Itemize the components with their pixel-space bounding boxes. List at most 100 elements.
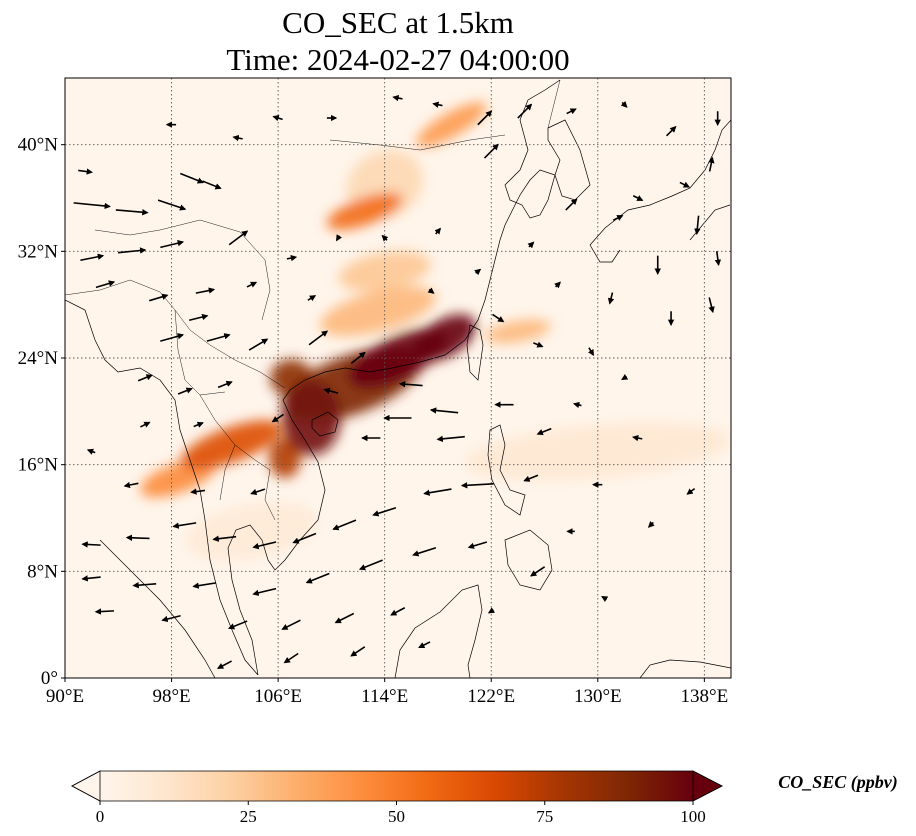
lon-tick-label-0: 90°E [46,686,84,707]
map-frame [64,77,732,679]
wind-arrow-65 [272,115,283,122]
wind-arrow-85 [434,227,442,235]
wind-arrow-9 [160,240,185,249]
wind-arrow-78 [607,292,615,305]
wind-arrow-111 [140,421,151,428]
wind-arrow-112 [193,421,204,428]
wind-arrow-21 [350,351,366,365]
lon-tick-labels: 90°E 98°E 106°E 114°E 122°E 130°E 138°E [46,678,728,707]
wind-arrow-105 [323,387,339,394]
wind-arrow-20 [217,380,233,389]
wind-arrow-99 [647,521,655,528]
wind-arrow-96 [632,434,643,442]
colorbar-over-extend [692,770,723,802]
co-plume-6 [416,102,487,148]
wind-arrow-1 [73,202,111,210]
wind-arrow-25 [436,435,465,443]
colorbar: 0 25 50 75 100 CO_SEC (ppbv) [71,770,898,826]
coastline-borneo [394,584,483,678]
map-panel: 90°E 98°E 106°E 114°E 122°E 130°E 138°E 0° 8°N 1… [18,77,732,707]
wind-arrow-66 [232,134,243,142]
wind-arrow-72 [708,156,715,172]
country-borders [65,79,561,521]
wind-arrow-91 [492,313,505,323]
wind-arrow-11 [149,293,169,302]
wind-arrow-79 [554,281,561,289]
wind-arrow-40 [252,587,277,596]
wind-arrow-31 [292,532,317,544]
wind-arrow-35 [125,534,150,541]
wind-arrow-68 [566,108,577,115]
wind-arrow-36 [81,541,101,548]
wind-arrow-5 [202,180,222,190]
colorbar-tick-label-0: 0 [96,807,105,826]
coastline-hainan [311,411,339,437]
wind-arrow-6 [228,230,249,246]
wind-arrow-54 [350,646,366,657]
lat-tick-label-2: 16°N [18,455,59,476]
wind-arrow-4 [179,172,204,184]
wind-arrow-63 [392,94,403,102]
wind-arrow-32 [252,541,277,550]
concentration-field [140,102,731,561]
lon-tick-label-3: 114°E [361,686,408,707]
wind-arrow-106 [271,413,284,423]
coastline-mainland [65,79,561,676]
lat-tick-label-4: 32°N [18,241,59,262]
lat-tick-label-1: 8°N [27,561,58,582]
wind-arrow-7 [80,253,105,262]
wind-arrow-51 [390,607,406,616]
wind-arrow-87 [336,234,343,242]
wind-arrow-90 [474,268,482,276]
lon-tick-label-2: 106°E [254,686,302,707]
wind-arrow-55 [418,641,431,649]
wind-arrow-52 [216,660,232,669]
wind-arrow-27 [460,482,494,489]
colorbar-label: CO_SEC (ppbv) [778,772,898,793]
title-line-1: CO_SEC at 1.5km [282,5,514,40]
lat-tick-label-0: 0° [41,668,58,689]
wind-arrow-104 [246,281,258,288]
wind-arrow-101 [601,595,609,603]
wind-arrow-48 [227,620,248,630]
wind-arrow-81 [565,198,578,211]
coastline-sumatra [99,539,216,678]
wind-arrow-86 [381,234,389,242]
wind-arrow-57 [536,427,552,436]
title-line-2: Time: 2024-02-27 04:00:00 [226,42,569,77]
coastline-taiwan [466,324,484,381]
wind-arrow-84 [679,181,691,188]
co-plume-9 [181,420,282,470]
lat-tick-label-5: 40°N [18,135,59,156]
wind-arrow-107 [250,488,266,496]
coastline-korea [547,119,591,201]
colorbar-tick-label-4: 100 [680,807,706,826]
wind-arrow-110 [86,448,96,455]
wind-arrow-15 [248,338,269,351]
co-plume-4 [319,286,437,337]
wind-arrow-29 [372,506,397,517]
colorbar-under-extend [71,770,101,802]
wind-arrow-56 [523,474,539,482]
wind-arrow-19 [177,387,193,395]
lon-tick-label-6: 138°E [681,686,729,707]
wind-vectors [73,94,722,669]
wind-arrow-45 [530,566,546,577]
wind-arrow-18 [137,374,153,382]
wind-arrow-38 [132,581,157,589]
co-plume-13 [282,380,341,456]
wind-arrow-50 [334,612,355,624]
wind-arrow-12 [195,287,216,294]
wind-arrow-69 [620,101,628,108]
wind-arrow-47 [161,614,181,623]
border-lines [65,79,561,521]
wind-arrow-60 [517,103,533,119]
co-plume-5 [485,319,551,344]
wind-arrow-102 [487,607,496,614]
coastline-luzon [487,424,526,516]
wind-arrow-83 [632,195,644,201]
lat-tick-label-3: 24°N [18,348,59,369]
wind-arrow-44 [467,541,488,549]
wind-arrow-88 [286,254,298,262]
